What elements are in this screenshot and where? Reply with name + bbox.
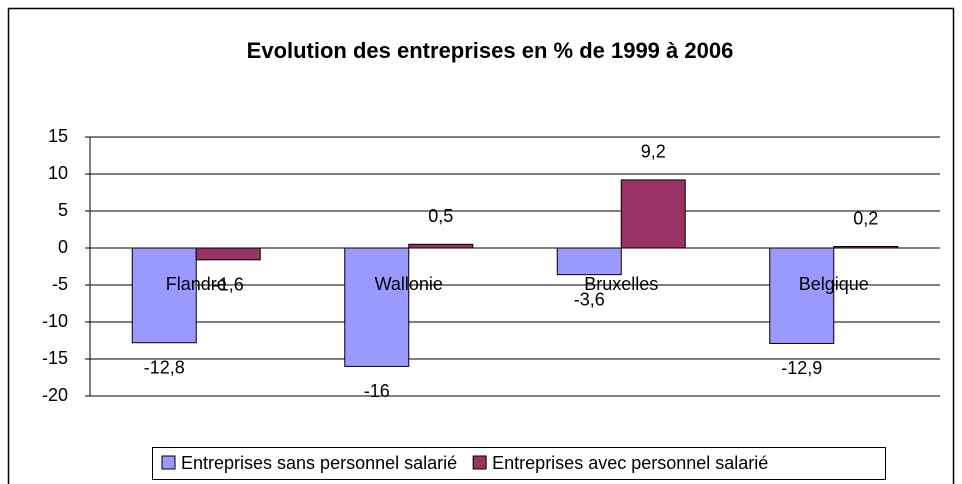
legend-swatch: [161, 455, 176, 470]
y-tick-label: -10: [42, 311, 68, 331]
x-tick-label: Wallonie: [375, 274, 443, 294]
bar: [408, 243, 474, 249]
legend-box: [152, 447, 886, 480]
bar: [833, 246, 899, 249]
data-label: -1,6: [213, 275, 244, 295]
bar: [195, 247, 261, 261]
data-label: -3,6: [574, 289, 605, 309]
x-tick-label: Flandre: [166, 274, 227, 294]
y-tick-label: -20: [42, 385, 68, 405]
data-label: 9,2: [641, 142, 666, 162]
y-tick-label: -15: [42, 348, 68, 368]
y-tick-label: 5: [58, 200, 68, 220]
legend-label: Entreprises sans personnel salarié: [181, 453, 457, 473]
y-tick-label: -5: [52, 274, 68, 294]
data-label: 0,5: [428, 206, 453, 226]
legend-label: Entreprises avec personnel salarié: [492, 453, 768, 473]
y-tick-label: 0: [58, 237, 68, 257]
bar: [556, 247, 622, 276]
x-tick-label: Bruxelles: [584, 274, 658, 294]
legend-swatch: [472, 455, 487, 470]
chart-frame: [7, 7, 955, 484]
chart-title: Evolution des entreprises en % de 1999 à…: [247, 38, 734, 63]
data-label: 0,2: [853, 208, 878, 228]
y-tick-label: 15: [48, 126, 68, 146]
data-label: -12,9: [781, 358, 822, 378]
bar: [620, 179, 686, 249]
y-tick-label: 10: [48, 163, 68, 183]
bar: [344, 247, 410, 367]
bar: [769, 247, 835, 344]
data-label: -12,8: [144, 357, 185, 377]
data-label: -16: [364, 381, 390, 401]
bar: [131, 247, 197, 344]
x-tick-label: Belgique: [799, 274, 869, 294]
